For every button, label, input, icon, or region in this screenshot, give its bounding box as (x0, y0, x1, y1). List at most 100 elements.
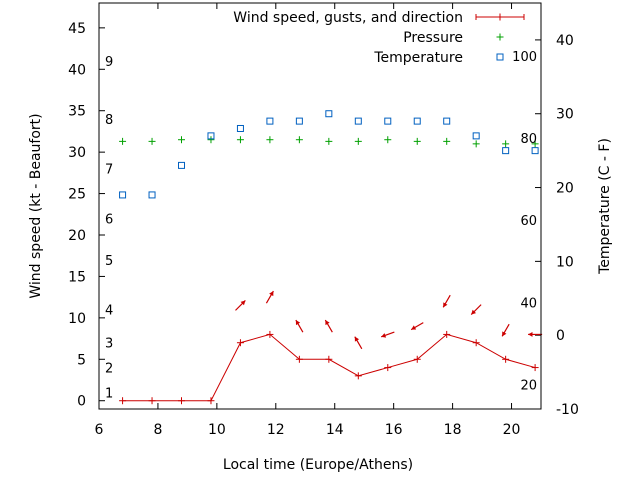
wind-direction-head (240, 300, 246, 306)
wind-direction-arrow (235, 300, 246, 311)
wind-direction-arrow (501, 323, 510, 337)
wind-direction-arrow (380, 331, 395, 338)
temperature-point (384, 117, 392, 125)
beaufort-label: 2 (105, 362, 113, 377)
fahrenheit-label: 80 (520, 132, 537, 147)
temperature-point (119, 191, 127, 199)
beaufort-label: 9 (105, 55, 113, 70)
temperature-point (502, 147, 510, 155)
temperature-point (295, 117, 303, 125)
temperature-point (413, 117, 421, 125)
wind-direction-head (528, 332, 533, 337)
pressure-point (443, 137, 451, 145)
wind-speed-point (384, 364, 392, 372)
tick-marks (98, 3, 541, 410)
wind-direction-arrow (354, 336, 363, 350)
legend-swatch-square (496, 53, 504, 61)
temperature-point (354, 117, 362, 125)
y-left-tick-label: 40 (68, 62, 86, 78)
x-tick-label: 14 (326, 422, 344, 438)
wind-direction-head (381, 333, 387, 338)
x-tick-label: 12 (267, 422, 285, 438)
y-left-tick-label: 45 (68, 21, 86, 37)
temperature-point (266, 117, 274, 125)
legend: Wind speed, gusts, and direction Pressure… (233, 10, 525, 66)
temperature-point (443, 117, 451, 125)
beaufort-label: 3 (105, 337, 113, 352)
beaufort-label: 5 (105, 254, 113, 269)
wind-speed-point (119, 397, 127, 405)
wind-speed-point (266, 330, 274, 338)
y-right-tick-label: -10 (556, 402, 579, 418)
wind-speed-point (295, 355, 303, 363)
x-tick-label: 6 (95, 422, 104, 438)
wind-speed-point (207, 397, 215, 405)
temperature-point (178, 161, 186, 169)
y-axis-title-left: Wind speed (kt - Beaufort) (28, 113, 44, 298)
wind-speed-point (413, 355, 421, 363)
pressure-point (266, 136, 274, 144)
y-left-tick-label: 0 (77, 394, 86, 410)
pressure-point (531, 140, 539, 148)
fahrenheit-label: 60 (520, 214, 537, 229)
wind-speed-point (148, 397, 156, 405)
wind-direction-head (502, 331, 507, 337)
y-right-tick-label: 30 (556, 107, 574, 123)
wind-speed-point (531, 364, 539, 372)
legend-label: Temperature (373, 50, 463, 66)
wind-direction-arrow (528, 332, 543, 337)
temperature-point (207, 132, 215, 140)
beaufort-label: 6 (105, 212, 113, 227)
wind-direction-head (354, 336, 360, 342)
y-left-tick-label: 25 (68, 187, 86, 203)
x-tick-label: 20 (503, 422, 521, 438)
beaufort-label: 1 (105, 386, 113, 401)
wind-speed-point (443, 330, 451, 338)
fahrenheit-label: 100 (512, 50, 537, 65)
y-left-tick-label: 10 (68, 311, 86, 327)
y-right-tick-label: 0 (556, 328, 565, 344)
pressure-point (413, 137, 421, 145)
wind-direction-arrow (442, 294, 451, 308)
wind-direction-arrow (265, 290, 274, 304)
y-left-tick-label: 30 (68, 145, 86, 161)
y-right-tick-label: 10 (556, 254, 574, 270)
wind-direction-head (295, 320, 301, 326)
y-left-tick-label: 15 (68, 269, 86, 285)
pressure-point (148, 137, 156, 145)
x-tick-label: 16 (385, 422, 403, 438)
x-tick-label: 8 (153, 422, 162, 438)
temperature-point (325, 110, 333, 118)
beaufort-label: 8 (105, 113, 113, 128)
plot-frame (98, 2, 542, 410)
wind-direction-arrow (470, 304, 482, 315)
fahrenheit-label: 20 (520, 379, 537, 394)
y-left-tick-label: 5 (77, 352, 86, 368)
y-right-tick-label: 40 (556, 33, 574, 49)
pressure-point (472, 140, 480, 148)
wind-speed-point (472, 339, 480, 347)
wind-direction-head (443, 302, 448, 308)
pressure-point (502, 140, 510, 148)
x-tick-label: 18 (444, 422, 462, 438)
pressure-point (178, 136, 186, 144)
fahrenheit-label: 40 (520, 297, 537, 312)
wind-speed-point (178, 397, 186, 405)
wind-speed-point (502, 355, 510, 363)
beaufort-label: 7 (105, 163, 113, 178)
pressure-point (325, 137, 333, 145)
wind-direction-head (325, 320, 330, 326)
plot-series (119, 110, 543, 405)
y-right-tick-label: 20 (556, 181, 574, 197)
legend-swatch-plus (496, 13, 504, 21)
wind-direction-head (411, 325, 417, 330)
pressure-point (236, 136, 244, 144)
pressure-point (119, 137, 127, 145)
pressure-point (295, 136, 303, 144)
wind-direction-head (471, 309, 477, 315)
wind-speed-point (236, 339, 244, 347)
pressure-point (384, 136, 392, 144)
wind-direction-arrow (410, 322, 424, 331)
legend-label: Wind speed, gusts, and direction (233, 10, 463, 26)
